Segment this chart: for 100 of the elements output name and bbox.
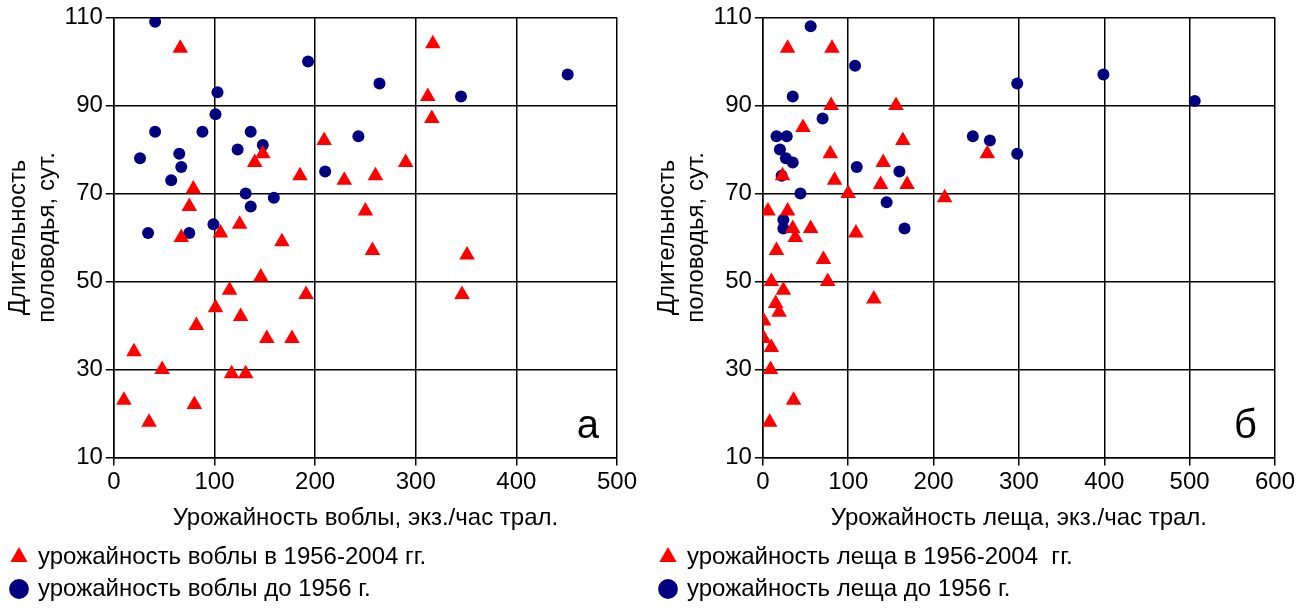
y-tick-label: 110 — [64, 2, 103, 30]
legend-label: урожайность леща до 1956 г. — [687, 573, 1011, 601]
point — [454, 285, 470, 300]
x-tick-label: 300 — [395, 467, 436, 495]
point — [966, 130, 979, 143]
point — [875, 153, 891, 168]
point — [895, 131, 911, 146]
point — [816, 112, 829, 125]
point — [888, 96, 904, 110]
y-tick-label: 30 — [725, 354, 752, 382]
point — [126, 342, 142, 357]
point — [762, 360, 779, 374]
point — [142, 227, 155, 239]
point — [181, 197, 198, 212]
point — [779, 202, 796, 216]
point — [185, 180, 202, 194]
point — [979, 144, 996, 159]
point — [186, 395, 203, 410]
x-tick-label: 200 — [913, 467, 954, 495]
point — [284, 329, 300, 344]
point — [763, 272, 780, 286]
point — [849, 59, 862, 72]
point — [212, 224, 229, 238]
point — [231, 143, 244, 156]
y-tick-label: 30 — [76, 354, 103, 382]
point — [336, 171, 353, 185]
point — [141, 413, 157, 427]
x-tick-label: 400 — [1084, 467, 1125, 495]
x-tick-label: 0 — [107, 467, 121, 495]
point — [302, 55, 315, 68]
point — [357, 202, 374, 216]
point — [274, 232, 290, 247]
point — [175, 161, 188, 173]
point — [936, 188, 953, 203]
point — [899, 175, 915, 190]
point — [1011, 147, 1024, 160]
point — [804, 20, 817, 33]
point — [292, 166, 308, 181]
point — [244, 125, 257, 138]
point — [795, 118, 811, 132]
x-axis-title: Урожайность леща, экз./час трал. — [830, 503, 1208, 531]
legend-label: урожайность воблы до 1956 г. — [38, 573, 371, 601]
point — [785, 391, 802, 405]
point — [848, 224, 864, 238]
point — [424, 109, 440, 124]
point — [196, 125, 209, 138]
point — [259, 329, 275, 344]
point — [373, 77, 386, 90]
x-tick-label: 400 — [496, 467, 537, 495]
point — [116, 391, 132, 405]
point — [134, 152, 147, 165]
point — [826, 171, 843, 185]
point — [1188, 95, 1201, 107]
x-axis-title: Урожайность воблы, экз./час трал. — [172, 503, 559, 531]
point — [149, 125, 162, 138]
point — [211, 86, 224, 99]
legend-label: урожайность леща в 1956-2004 гг. — [687, 541, 1073, 569]
point — [188, 316, 205, 330]
point — [232, 307, 249, 322]
point — [154, 360, 170, 374]
point — [246, 153, 263, 168]
point — [780, 130, 793, 143]
point — [561, 68, 574, 81]
y-tick-label: 90 — [76, 90, 103, 118]
y-axis-title: Длительность половодья, сут. — [652, 152, 708, 323]
point — [802, 219, 819, 234]
x-tick-label: 500 — [1169, 467, 1210, 495]
x-tick-label: 100 — [828, 467, 869, 495]
point — [779, 39, 796, 53]
point — [173, 147, 186, 160]
point — [823, 96, 839, 110]
y-axis-title: Длительность половодья, сут. — [3, 152, 59, 323]
point — [165, 174, 178, 187]
point — [1097, 68, 1110, 81]
point — [231, 215, 248, 229]
y-tick-label: 50 — [725, 266, 752, 294]
y-tick-label: 10 — [725, 442, 752, 470]
point — [898, 222, 911, 235]
annotation: а — [576, 402, 600, 447]
point — [786, 90, 799, 103]
point — [209, 108, 222, 121]
point — [319, 165, 332, 178]
point — [775, 281, 792, 295]
point — [237, 364, 254, 379]
point — [983, 134, 996, 147]
x-tick-label: 300 — [998, 467, 1039, 495]
point — [880, 196, 893, 209]
point — [221, 281, 238, 295]
point — [173, 228, 190, 242]
point — [352, 130, 365, 143]
point — [207, 218, 220, 231]
point — [763, 338, 780, 352]
point — [815, 250, 832, 264]
point — [244, 200, 257, 213]
annotation: б — [1234, 402, 1257, 447]
x-tick-label: 100 — [194, 467, 235, 495]
y-tick-label: 70 — [725, 178, 752, 206]
point — [866, 290, 882, 304]
point — [819, 272, 836, 286]
point — [364, 241, 381, 256]
